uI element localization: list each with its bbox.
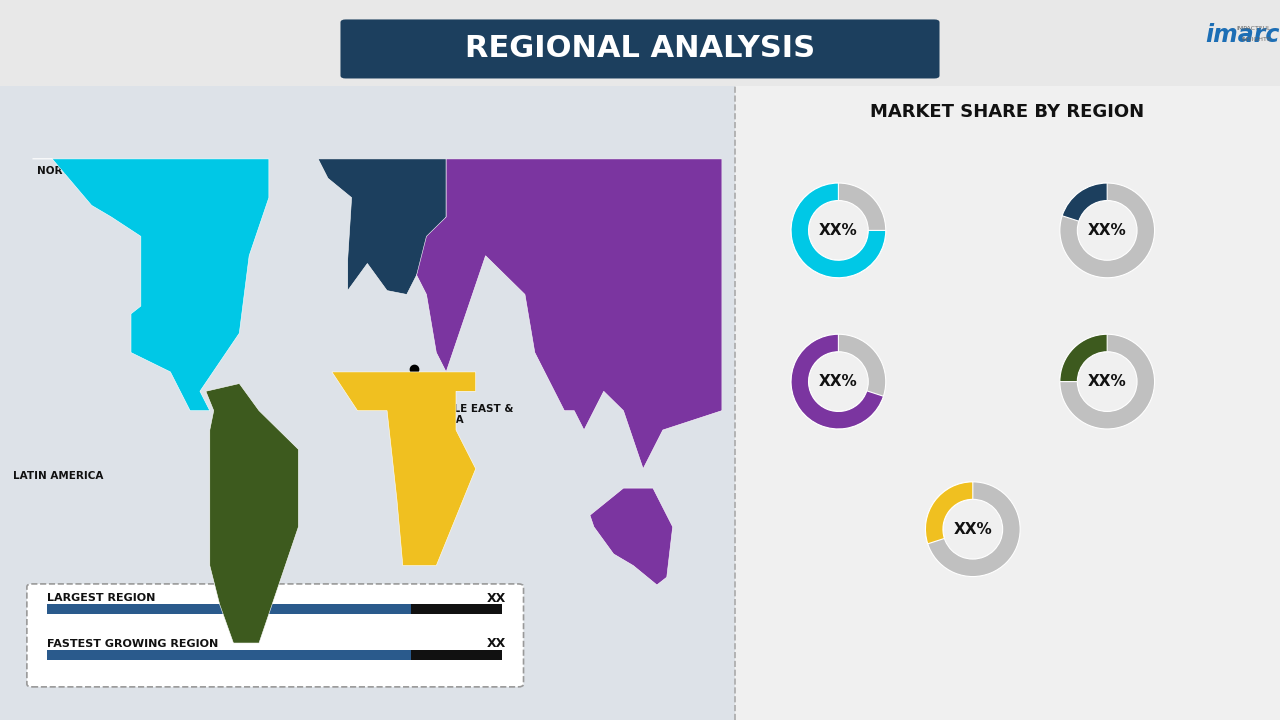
Text: NORTH AMERICA: NORTH AMERICA [37,166,134,176]
Wedge shape [791,183,886,278]
Polygon shape [206,384,298,643]
Text: XX%: XX% [819,223,858,238]
Text: XX%: XX% [819,374,858,389]
Text: INSIGHTS: INSIGHTS [1242,37,1271,42]
Polygon shape [416,159,722,469]
Text: ASIA PACIFIC: ASIA PACIFIC [617,317,692,327]
Text: XX: XX [486,592,506,605]
FancyBboxPatch shape [340,19,940,78]
Text: REGIONAL ANALYSIS: REGIONAL ANALYSIS [465,34,815,63]
Bar [411,649,502,660]
Text: FASTEST GROWING REGION: FASTEST GROWING REGION [47,639,219,649]
Wedge shape [925,482,973,544]
Text: XX%: XX% [954,522,992,536]
Text: XX: XX [486,637,506,650]
FancyBboxPatch shape [0,86,735,720]
Bar [411,604,502,614]
Polygon shape [332,372,476,566]
Text: MARKET SHARE BY REGION: MARKET SHARE BY REGION [870,102,1144,120]
Text: MIDDLE EAST &
AFRICA: MIDDLE EAST & AFRICA [422,404,513,426]
Text: imarc: imarc [1206,22,1280,47]
Text: XX%: XX% [1088,374,1126,389]
Text: IMPACTFUL: IMPACTFUL [1236,27,1271,31]
Text: LARGEST REGION: LARGEST REGION [47,593,156,603]
Text: EUROPE: EUROPE [347,174,394,184]
Bar [47,649,411,660]
Wedge shape [791,334,883,429]
Wedge shape [925,482,1020,577]
FancyBboxPatch shape [27,584,524,687]
Polygon shape [590,488,673,585]
Wedge shape [791,183,886,278]
Bar [47,604,411,614]
Wedge shape [1060,334,1155,429]
Wedge shape [1060,183,1155,278]
Wedge shape [791,334,886,429]
Polygon shape [32,159,269,410]
FancyBboxPatch shape [735,86,1280,720]
Text: LATIN AMERICA: LATIN AMERICA [13,472,104,482]
Wedge shape [1060,334,1107,382]
Wedge shape [1062,183,1107,221]
Polygon shape [319,159,447,294]
Text: XX%: XX% [1088,223,1126,238]
